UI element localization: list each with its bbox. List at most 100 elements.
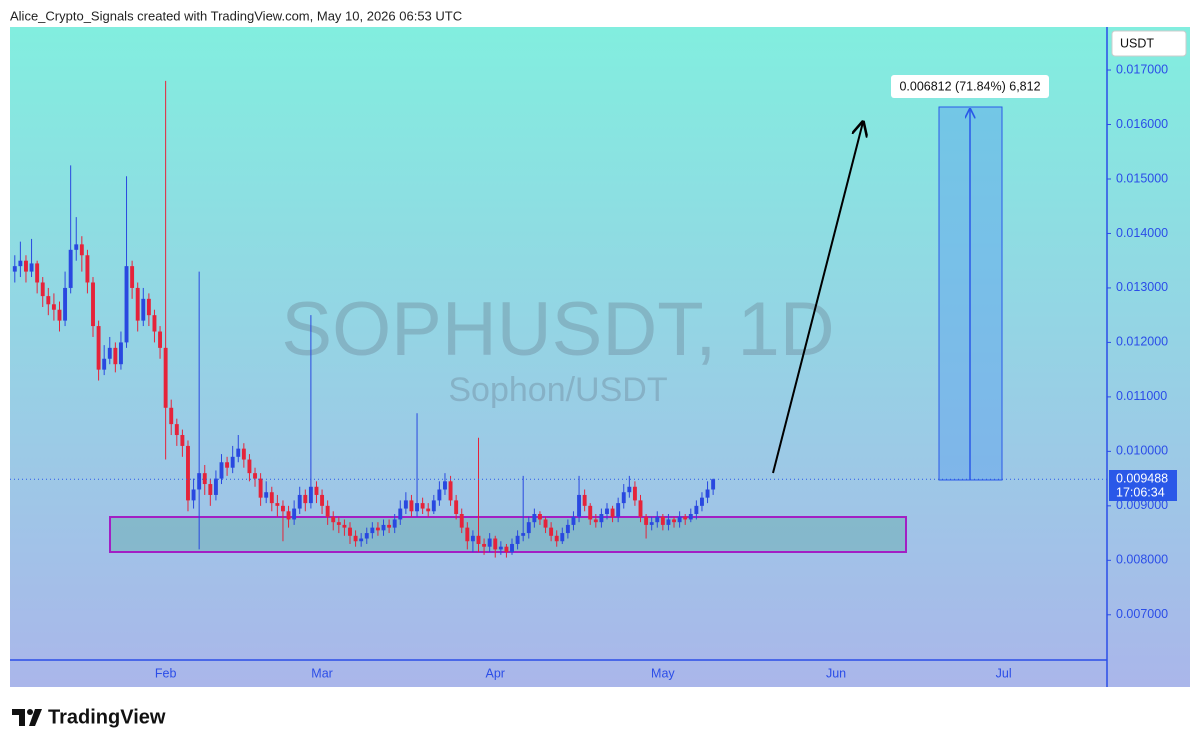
candle-body [465, 527, 470, 542]
candle-body [459, 514, 464, 528]
candle-body [141, 298, 146, 321]
candle-body [454, 500, 459, 515]
candle-body [504, 546, 509, 553]
candle-body [342, 524, 347, 528]
candle-body [336, 522, 341, 525]
candle-body [180, 435, 185, 446]
brand-logo [12, 709, 42, 726]
plot-background [10, 27, 1190, 687]
candle-body [392, 519, 397, 528]
x-tick-label: May [651, 666, 675, 680]
candle-body [91, 282, 95, 327]
candle-body [688, 514, 693, 520]
candle-body [158, 331, 163, 348]
candle-body [359, 538, 364, 542]
candle-body [649, 522, 654, 525]
brand: TradingView [48, 706, 166, 728]
candle-body [247, 459, 252, 474]
candle-body [660, 516, 665, 525]
candle-body [632, 486, 637, 501]
candle-body [537, 514, 542, 520]
measure-label: 0.006812 (71.84%) 6,812 [899, 79, 1040, 93]
candle-body [68, 249, 73, 288]
candle-body [146, 298, 151, 316]
currency-box [1111, 30, 1187, 57]
candle-body [303, 494, 308, 504]
candle-body [314, 486, 319, 495]
candle-body [29, 263, 34, 272]
candle-body [230, 456, 235, 468]
candle-body [348, 527, 352, 536]
candle-body [364, 533, 369, 539]
candle-body [219, 462, 224, 479]
candle-body [381, 524, 386, 531]
candle-body [169, 407, 174, 425]
x-tick-label: Apr [486, 666, 505, 680]
candle-body [521, 533, 526, 536]
candle-body [403, 500, 408, 509]
candle-body [616, 503, 621, 517]
candle-body [638, 500, 643, 517]
candle-body [152, 315, 157, 332]
candle-body [353, 535, 358, 542]
candle-body [610, 508, 615, 517]
x-tick-label: Mar [311, 666, 333, 680]
candle-body [253, 473, 257, 479]
candle-body [18, 260, 23, 267]
candle-body [130, 266, 135, 288]
watermark-title: SOPHUSDT, 1D [281, 287, 834, 372]
candle-body [51, 304, 56, 310]
candle-body [571, 516, 576, 525]
candle-body [526, 522, 531, 534]
candle-body [79, 244, 84, 256]
currency: USDT [1120, 36, 1154, 50]
candle-body [85, 255, 90, 283]
candle-body [705, 489, 710, 498]
candle-body [269, 492, 274, 504]
y-tick-label: 0.014000 [1116, 226, 1168, 240]
candle-body [599, 514, 604, 523]
candle-body [74, 244, 79, 250]
candle-body [163, 347, 168, 408]
candle-body [258, 478, 263, 498]
candle-body [677, 516, 682, 523]
candle-body [420, 503, 425, 509]
candle-body [297, 494, 302, 509]
candle-body [532, 514, 537, 523]
candle-body [672, 519, 676, 523]
y-tick-label: 0.007000 [1116, 607, 1168, 621]
candle-body [700, 497, 704, 506]
candle-body [325, 505, 330, 517]
y-tick-label: 0.008000 [1116, 553, 1168, 567]
candle-body [426, 508, 431, 512]
candle-body [202, 473, 207, 485]
candle-body [560, 533, 565, 542]
candle-body [470, 535, 475, 542]
candle-body [107, 347, 112, 359]
candle-body [655, 516, 660, 523]
candle-body [593, 519, 598, 523]
candle-body [510, 543, 514, 553]
candle-body [543, 519, 548, 528]
y-tick-label: 0.016000 [1116, 117, 1168, 131]
candle-body [118, 342, 123, 365]
candle-body [437, 489, 442, 501]
candle-body [482, 543, 487, 547]
candle-body [186, 445, 190, 501]
candle-body [370, 527, 375, 534]
candle-body [549, 527, 554, 536]
watermark-subtitle: Sophon/USDT [448, 371, 667, 409]
candle-body [694, 505, 699, 515]
candle-body [241, 448, 246, 460]
y-tick-label: 0.009000 [1116, 498, 1168, 512]
candle-body [331, 516, 336, 523]
candle-body [225, 462, 230, 468]
candle-body [387, 524, 392, 528]
candle-body [57, 309, 62, 321]
candle-body [448, 481, 453, 501]
candle-body [644, 516, 649, 525]
candle-body [582, 494, 587, 506]
candle-body [711, 479, 716, 490]
candle-body [46, 296, 51, 305]
